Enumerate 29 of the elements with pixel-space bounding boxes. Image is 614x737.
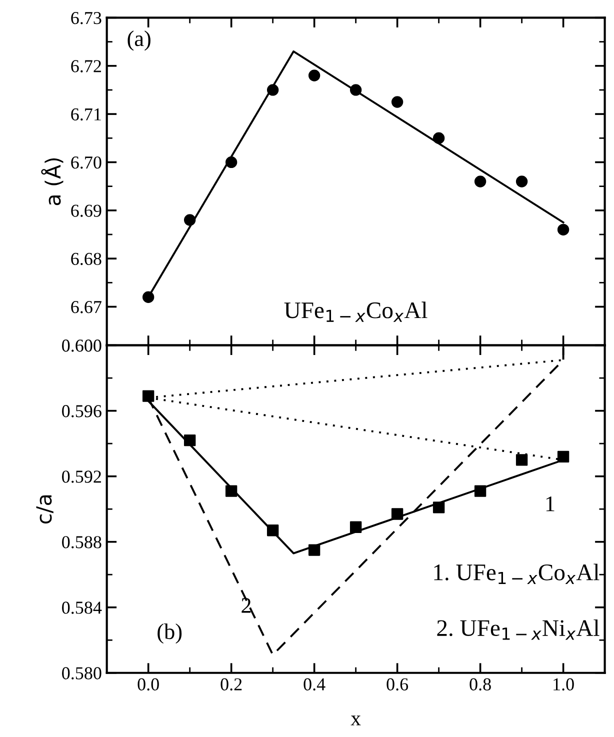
annotation: 1. UFe$_{1−x}$Co$_{x}$Al [434,564,600,584]
y-tick-label: 6.67 [71,301,102,314]
y-tick-label: 0.596 [62,405,102,418]
y-axis-title: a (Å) [41,158,64,206]
annotation: (a) [128,30,150,51]
x-tick-label: 0.6 [386,678,408,691]
y-tick-label: 0.580 [62,667,102,680]
annotation: 2 [242,598,251,613]
x-tick-label: 0.4 [304,678,326,691]
y-tick-label: 6.72 [71,60,101,72]
y-tick-label: 6.71 [71,108,101,121]
x-tick-label: 0.0 [138,678,159,691]
x-tick-label: 0.2 [220,678,242,691]
annotation: 2. UFe$_{1−x}$Ni$_{x}$Al [437,619,600,640]
y-tick-label: 6.68 [71,252,102,266]
y-tick-label: 6.73 [71,12,102,24]
y-tick-label: 0.584 [62,602,102,614]
annotation: (b) [158,623,182,644]
y-tick-label: 6.69 [71,204,102,217]
x-axis-title: x [350,716,361,726]
annotation: UFe$_{1−x}$Co$_{x}$Al [284,302,428,322]
y-tick-label: 0.592 [62,470,101,483]
y-axis-title: c/a [36,495,54,524]
x-tick-label: 1.0 [554,678,574,691]
annotation: 1 [546,496,554,512]
y-tick-label: 6.70 [71,156,102,169]
y-tick-label: 0.588 [62,536,102,548]
y-tick-label: 0.600 [62,340,102,352]
x-tick-label: 0.8 [470,678,491,691]
